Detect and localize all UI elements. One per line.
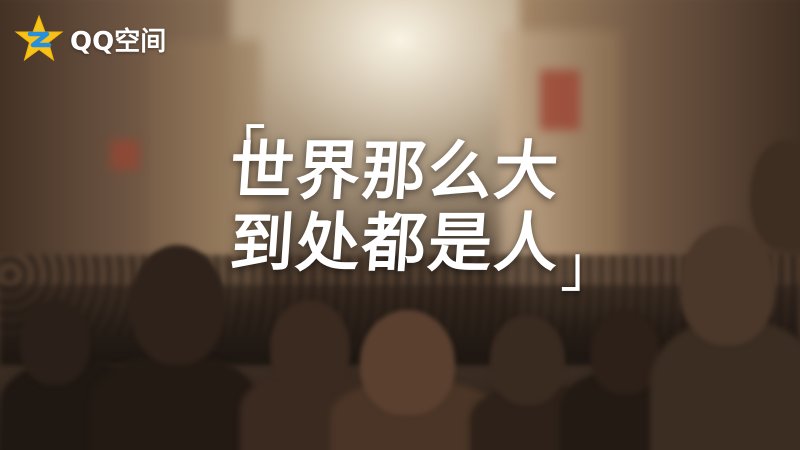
shop-sign (110, 140, 140, 170)
person-head (130, 245, 225, 365)
shop-sign (540, 70, 580, 130)
headline-line-1: 世界那么大 (227, 135, 563, 209)
person-head (270, 300, 350, 395)
person-head (750, 140, 800, 250)
person-head (490, 315, 565, 405)
person-head (680, 225, 775, 345)
headline-line-2: 到处都是人 (227, 207, 563, 281)
person-head (20, 300, 90, 385)
qzone-logo[interactable]: QQ空间 (14, 14, 166, 64)
person (90, 355, 260, 450)
qzone-star-icon (14, 14, 64, 62)
person-head (360, 310, 455, 415)
person-head (590, 310, 660, 395)
logo-text: QQ空间 (70, 26, 167, 57)
headline: 「 世界那么大 到处都是人 」 (210, 126, 616, 300)
open-bracket: 「 (210, 121, 266, 186)
close-bracket: 」 (560, 235, 616, 300)
